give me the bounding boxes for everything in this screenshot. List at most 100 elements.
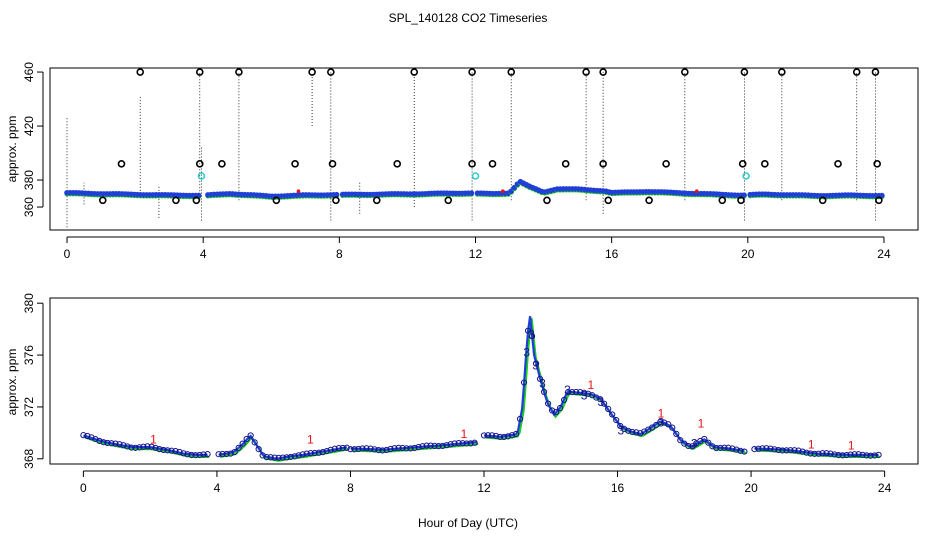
data-point bbox=[733, 446, 740, 453]
data-point bbox=[243, 435, 250, 443]
data-point bbox=[152, 444, 159, 452]
outlier-point bbox=[98, 196, 107, 205]
data-point bbox=[787, 447, 794, 454]
data-point bbox=[573, 388, 580, 396]
data-point bbox=[488, 432, 496, 439]
outlier-point bbox=[235, 68, 243, 76]
data-point bbox=[755, 445, 762, 452]
outlier-point bbox=[327, 68, 335, 76]
outlier-point bbox=[645, 196, 653, 205]
data-point bbox=[713, 444, 720, 452]
data-point bbox=[689, 443, 696, 450]
data-point bbox=[617, 422, 624, 430]
series-3-marker: 3 bbox=[658, 416, 665, 430]
data-point bbox=[144, 443, 151, 450]
data-point bbox=[128, 444, 135, 451]
data-point bbox=[544, 400, 552, 407]
data-point bbox=[685, 442, 692, 450]
data-point bbox=[136, 444, 143, 451]
bottom-y-tick-label: 372 bbox=[22, 397, 36, 417]
data-point bbox=[799, 448, 806, 455]
data-point bbox=[196, 451, 203, 459]
data-point bbox=[751, 446, 758, 453]
data-point bbox=[775, 446, 782, 454]
data-point bbox=[508, 432, 516, 439]
top-x-tick-label: 12 bbox=[469, 247, 483, 261]
data-point bbox=[557, 404, 564, 412]
data-point bbox=[231, 448, 238, 456]
series-3-marker: 3 bbox=[598, 395, 605, 409]
data-point bbox=[283, 454, 290, 461]
bottom-x-tick-label: 16 bbox=[611, 481, 625, 495]
data-point bbox=[168, 447, 175, 454]
bottom-y-tick-label: 368 bbox=[22, 448, 36, 468]
data-point bbox=[435, 443, 442, 450]
data-point bbox=[355, 445, 362, 453]
data-point bbox=[843, 451, 850, 459]
top-x-tick-label: 4 bbox=[200, 247, 207, 261]
outlier-point bbox=[761, 160, 769, 168]
data-point bbox=[779, 447, 786, 454]
data-point bbox=[132, 444, 139, 451]
data-point bbox=[803, 449, 810, 456]
data-point bbox=[263, 454, 270, 461]
outlier-point bbox=[488, 160, 497, 168]
baseline-point bbox=[468, 190, 475, 196]
data-point bbox=[484, 432, 492, 439]
data-point bbox=[271, 454, 278, 461]
outlier-point bbox=[332, 196, 340, 205]
data-point bbox=[540, 388, 548, 395]
data-point bbox=[815, 450, 822, 457]
data-point bbox=[669, 424, 676, 431]
series-3-marker: 3 bbox=[618, 423, 625, 437]
data-point bbox=[605, 405, 612, 413]
data-point bbox=[561, 396, 568, 403]
data-point bbox=[347, 446, 354, 453]
data-point bbox=[223, 450, 230, 458]
data-point bbox=[613, 417, 620, 424]
bottom-x-tick-label: 8 bbox=[347, 481, 354, 495]
outlier-point bbox=[410, 68, 419, 76]
bottom-plot-frame bbox=[49, 297, 919, 465]
data-point bbox=[339, 444, 346, 452]
outlier-point bbox=[507, 68, 516, 76]
data-point bbox=[859, 451, 866, 458]
data-point bbox=[504, 433, 512, 440]
series-3-marker: 3 bbox=[523, 345, 530, 359]
outlier-point bbox=[873, 160, 881, 168]
top-y-tick-label: 360 bbox=[22, 197, 36, 217]
data-point bbox=[863, 452, 870, 459]
outlier-point bbox=[117, 160, 126, 168]
bottom-x-tick-label: 24 bbox=[878, 481, 892, 495]
data-point bbox=[375, 447, 382, 454]
data-point bbox=[839, 452, 846, 459]
data-point bbox=[184, 451, 191, 458]
bottom-y-tick-label: 376 bbox=[22, 345, 36, 365]
outlier-point bbox=[582, 68, 590, 76]
data-point bbox=[359, 445, 366, 452]
data-point bbox=[343, 444, 350, 451]
outlier-point bbox=[737, 196, 745, 205]
bottom-x-tick-label: 20 bbox=[744, 481, 758, 495]
top-panel: 0 4 8 12 16 20 24 360 380 420 460 approx. ppm bbox=[5, 62, 919, 261]
data-point bbox=[851, 451, 858, 458]
data-point bbox=[176, 448, 183, 456]
data-point bbox=[637, 430, 644, 437]
data-point bbox=[439, 442, 446, 450]
data-point bbox=[593, 394, 600, 401]
data-point bbox=[585, 390, 592, 397]
data-point bbox=[84, 432, 91, 440]
red-point bbox=[500, 189, 505, 193]
outlier-point bbox=[718, 196, 727, 205]
data-point bbox=[835, 451, 842, 459]
data-point bbox=[80, 432, 87, 439]
data-point bbox=[729, 445, 736, 452]
figure-title: SPL_140128 CO2 Timeseries bbox=[389, 11, 548, 25]
data-point bbox=[200, 451, 207, 458]
data-point bbox=[148, 443, 155, 450]
data-point bbox=[156, 446, 163, 453]
outlier-point bbox=[328, 160, 337, 168]
data-point bbox=[180, 450, 187, 457]
top-data-marks bbox=[64, 68, 885, 228]
data-point bbox=[480, 432, 488, 439]
